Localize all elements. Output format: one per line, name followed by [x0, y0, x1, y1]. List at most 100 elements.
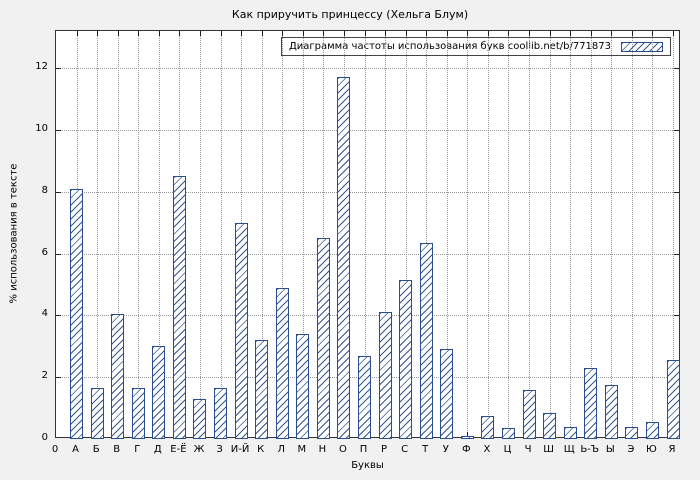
x-tick-label: С: [401, 444, 409, 455]
bar: [131, 388, 145, 439]
x-tick-label: Ю: [646, 444, 657, 455]
bar: [399, 279, 413, 439]
bar: [481, 415, 495, 439]
gridline-vertical: [570, 31, 572, 437]
x-tick-label: Щ: [563, 444, 575, 455]
x-tick-mark: [241, 31, 243, 36]
gridline-vertical: [97, 31, 99, 437]
x-tick-label: А: [72, 444, 79, 455]
x-tick-mark: [97, 31, 99, 36]
x-tick-mark: [261, 31, 263, 36]
gridline-vertical: [138, 31, 140, 437]
x-tick-label: Б: [92, 444, 100, 455]
gridline-vertical: [529, 31, 531, 437]
bar: [275, 287, 289, 439]
bar: [193, 398, 207, 439]
legend-label: Диаграмма частоты использования букв coo…: [288, 41, 611, 52]
gridline-vertical: [302, 31, 304, 437]
x-tick-label: Ц: [503, 444, 512, 455]
x-tick-mark: [282, 31, 284, 36]
x-tick-mark: [508, 31, 510, 36]
x-tick-label: Е-Ё: [170, 444, 187, 455]
y-tick-mark: [56, 377, 61, 379]
bar: [70, 188, 84, 439]
x-tick-mark: [364, 31, 366, 36]
x-tick-mark: [117, 31, 119, 36]
x-tick-label: Х: [483, 444, 491, 455]
bar: [234, 222, 248, 439]
y-tick-mark: [674, 315, 679, 317]
x-tick-label: Э: [627, 444, 635, 455]
y-tick-mark: [56, 129, 61, 131]
x-tick-mark: [652, 31, 654, 36]
gridline-vertical: [467, 31, 469, 437]
x-tick-label: Н: [318, 444, 327, 455]
gridline-vertical: [220, 31, 222, 437]
x-tick-label: Ш: [543, 444, 554, 455]
bar: [172, 176, 186, 439]
y-tick-mark: [674, 191, 679, 193]
x-tick-mark: [611, 31, 613, 36]
x-tick-mark: [138, 31, 140, 36]
x-tick-label: 0: [51, 444, 59, 455]
bar: [419, 242, 433, 439]
gridline-vertical: [405, 31, 407, 437]
x-tick-mark: [158, 31, 160, 36]
y-tick-label: 4: [41, 308, 48, 320]
bar: [90, 388, 104, 439]
bar: [296, 333, 310, 439]
bar: [666, 360, 680, 439]
legend-bar-swatch-icon: [621, 41, 663, 52]
bar: [501, 428, 515, 439]
x-tick-mark: [590, 31, 592, 36]
plot-area: Диаграмма частоты использования букв coo…: [55, 30, 680, 439]
y-tick-label: 2: [41, 370, 48, 382]
y-tick-label: 6: [41, 246, 48, 258]
gridline-horizontal: [56, 129, 679, 131]
gridline-vertical: [199, 31, 201, 437]
x-tick-mark: [446, 31, 448, 36]
bar: [543, 412, 557, 439]
y-tick-mark: [674, 253, 679, 255]
x-tick-label: Я: [668, 444, 676, 455]
x-tick-label: В: [113, 444, 121, 455]
gridline-vertical: [487, 31, 489, 437]
x-tick-mark: [529, 31, 531, 36]
bar: [604, 384, 618, 439]
x-tick-label: О: [338, 444, 347, 455]
gridline-horizontal: [56, 191, 679, 193]
x-tick-mark: [385, 31, 387, 36]
y-tick-mark: [56, 191, 61, 193]
gridline-vertical: [364, 31, 366, 437]
gridline-vertical: [261, 31, 263, 437]
y-tick-mark: [56, 315, 61, 317]
y-tick-label: 12: [35, 61, 48, 73]
x-tick-label: Г: [134, 444, 141, 455]
bar: [316, 238, 330, 439]
bar: [255, 340, 269, 439]
chart-title: Как приручить принцессу (Хельга Блум): [231, 8, 469, 21]
x-tick-label: Л: [277, 444, 285, 455]
legend: Диаграмма частоты использования букв coo…: [280, 37, 671, 56]
x-tick-label: Р: [381, 444, 388, 455]
x-tick-mark: [467, 31, 469, 36]
gridline-vertical: [508, 31, 510, 437]
y-tick-label: 0: [41, 432, 48, 443]
x-tick-mark: [199, 31, 201, 36]
gridline-vertical: [323, 31, 325, 437]
bar: [440, 349, 454, 439]
x-tick-label: У: [442, 444, 449, 455]
y-tick-label: 10: [35, 122, 48, 134]
x-tick-label: К: [257, 444, 265, 455]
bar: [152, 346, 166, 439]
x-tick-label: Ч: [524, 444, 532, 455]
x-tick-mark: [405, 31, 407, 36]
gridline-vertical: [446, 31, 448, 437]
y-tick-mark: [674, 129, 679, 131]
gridline-vertical: [549, 31, 551, 437]
x-tick-mark: [302, 31, 304, 36]
gridline-horizontal: [56, 315, 679, 317]
x-tick-label: П: [359, 444, 368, 455]
x-tick-mark: [343, 31, 345, 36]
gridline-vertical: [611, 31, 613, 437]
